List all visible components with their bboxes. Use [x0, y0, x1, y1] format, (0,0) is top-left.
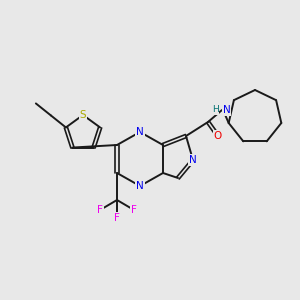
- Text: N: N: [223, 105, 231, 115]
- Text: N: N: [136, 127, 144, 137]
- Text: O: O: [214, 131, 222, 141]
- Text: F: F: [114, 213, 120, 223]
- Text: S: S: [80, 110, 86, 120]
- Text: H: H: [212, 106, 219, 115]
- Text: F: F: [131, 205, 137, 215]
- Text: N: N: [189, 155, 197, 165]
- Text: N: N: [136, 181, 144, 191]
- Text: F: F: [97, 205, 103, 215]
